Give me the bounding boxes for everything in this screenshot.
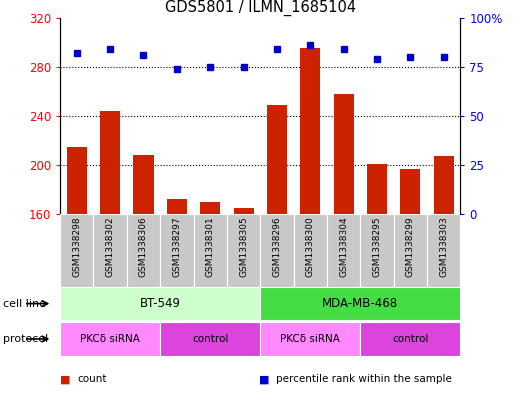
Text: percentile rank within the sample: percentile rank within the sample xyxy=(276,374,451,384)
Bar xyxy=(260,322,360,356)
Bar xyxy=(60,322,160,356)
Bar xyxy=(394,214,427,287)
Text: MDA-MB-468: MDA-MB-468 xyxy=(322,297,399,310)
Bar xyxy=(60,287,260,320)
Title: GDS5801 / ILMN_1685104: GDS5801 / ILMN_1685104 xyxy=(165,0,356,17)
Bar xyxy=(267,105,287,214)
Text: GSM1338297: GSM1338297 xyxy=(173,217,181,277)
Bar xyxy=(200,202,220,214)
Bar xyxy=(327,214,360,287)
Text: PKCδ siRNA: PKCδ siRNA xyxy=(80,334,140,344)
Bar xyxy=(100,111,120,214)
Bar xyxy=(360,214,393,287)
Bar xyxy=(434,156,453,214)
Text: protocol: protocol xyxy=(3,334,48,344)
Text: GSM1338296: GSM1338296 xyxy=(272,217,281,277)
Text: PKCδ siRNA: PKCδ siRNA xyxy=(280,334,340,344)
Text: control: control xyxy=(192,334,229,344)
Bar xyxy=(227,214,260,287)
Bar xyxy=(133,155,154,214)
Text: cell line: cell line xyxy=(3,299,46,309)
Text: count: count xyxy=(77,374,106,384)
Bar xyxy=(60,214,94,287)
Text: BT-549: BT-549 xyxy=(140,297,180,310)
Bar xyxy=(300,48,320,214)
Text: GSM1338302: GSM1338302 xyxy=(106,217,115,277)
Bar xyxy=(160,322,260,356)
Text: GSM1338304: GSM1338304 xyxy=(339,217,348,277)
Bar xyxy=(67,147,87,214)
Text: GSM1338300: GSM1338300 xyxy=(306,217,315,277)
Text: GSM1338301: GSM1338301 xyxy=(206,217,214,277)
Bar xyxy=(293,214,327,287)
Bar xyxy=(127,214,160,287)
Bar xyxy=(233,208,254,214)
Text: GSM1338305: GSM1338305 xyxy=(239,217,248,277)
Bar xyxy=(94,214,127,287)
Text: GSM1338295: GSM1338295 xyxy=(372,217,381,277)
Bar xyxy=(360,322,460,356)
Bar xyxy=(427,214,460,287)
Text: GSM1338306: GSM1338306 xyxy=(139,217,148,277)
Text: GSM1338303: GSM1338303 xyxy=(439,217,448,277)
Text: ■: ■ xyxy=(259,374,269,384)
Bar xyxy=(367,164,387,214)
Bar xyxy=(400,169,420,214)
Text: ■: ■ xyxy=(60,374,71,384)
Text: GSM1338299: GSM1338299 xyxy=(406,217,415,277)
Bar xyxy=(160,214,194,287)
Text: control: control xyxy=(392,334,428,344)
Bar xyxy=(194,214,227,287)
Bar xyxy=(260,214,293,287)
Bar xyxy=(334,94,354,214)
Text: GSM1338298: GSM1338298 xyxy=(72,217,81,277)
Bar xyxy=(260,287,460,320)
Bar xyxy=(167,199,187,214)
